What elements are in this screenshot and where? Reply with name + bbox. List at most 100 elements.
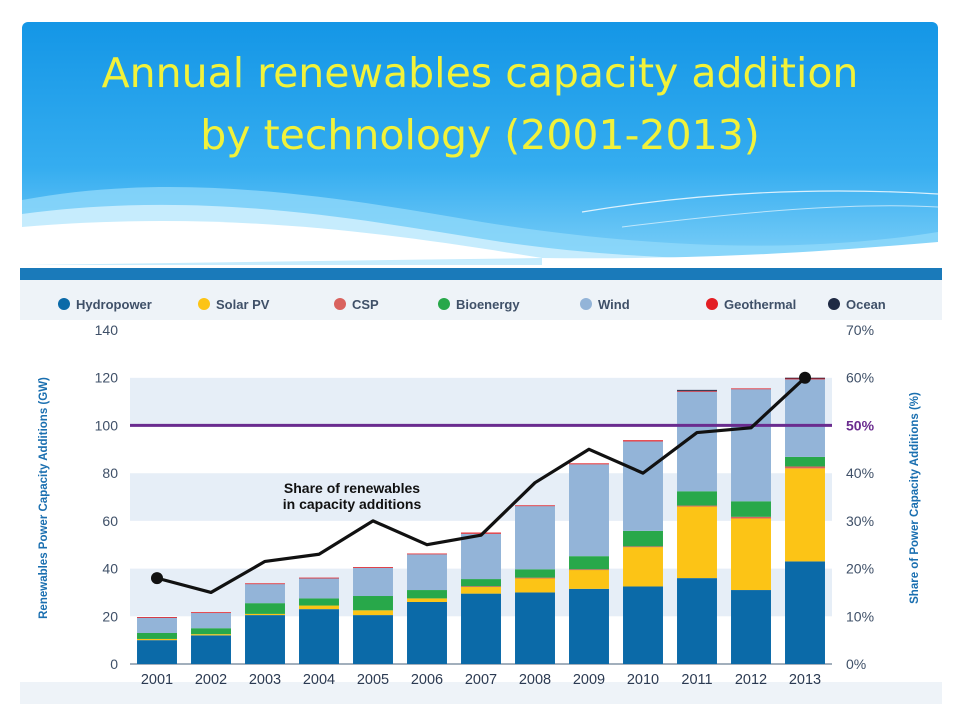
y-tick-label: 80 bbox=[102, 465, 118, 481]
bar-hydropower-2012 bbox=[731, 590, 771, 664]
legend-label-geothermal: Geothermal bbox=[724, 297, 796, 312]
bar-wind-2013 bbox=[785, 379, 825, 457]
bar-wind-2004 bbox=[299, 578, 339, 599]
bar-geothermal-2002 bbox=[191, 612, 231, 614]
bar-stacks bbox=[137, 377, 825, 664]
bar-bioenergy-2001 bbox=[137, 632, 177, 639]
y-tick-label: 0 bbox=[110, 656, 118, 672]
bar-csp-2008 bbox=[515, 577, 555, 579]
bar-hydropower-2013 bbox=[785, 561, 825, 664]
bar-solar-pv-2001 bbox=[137, 638, 177, 641]
bar-bioenergy-2007 bbox=[461, 579, 501, 587]
bar-solar-pv-2004 bbox=[299, 605, 339, 610]
annotation-line-1: Share of renewables bbox=[284, 480, 420, 496]
bar-bioenergy-2011 bbox=[677, 491, 717, 506]
bar-solar-pv-2007 bbox=[461, 586, 501, 594]
bar-hydropower-2008 bbox=[515, 592, 555, 664]
bar-solar-pv-2011 bbox=[677, 506, 717, 579]
bar-hydropower-2011 bbox=[677, 578, 717, 664]
bar-geothermal-2008 bbox=[515, 505, 555, 507]
bar-geothermal-2003 bbox=[245, 583, 285, 585]
bar-solar-pv-2010 bbox=[623, 547, 663, 587]
chart: 0 20 40 60 80 100 120 140 0% 10% 20% 30% 40% 50% 60% 7… bbox=[20, 268, 942, 704]
legend-swatch-bioenergy bbox=[438, 298, 450, 310]
y2-tick-label: 40% bbox=[846, 465, 874, 481]
x-tick-label: 2006 bbox=[411, 672, 443, 688]
y2-tick-label: 70% bbox=[846, 322, 874, 338]
legend-swatch-ocean bbox=[828, 298, 840, 310]
bar-solar-pv-2012 bbox=[731, 518, 771, 591]
bar-wind-2003 bbox=[245, 584, 285, 604]
share-point-2013 bbox=[799, 371, 811, 384]
legend-swatch-csp bbox=[334, 298, 346, 310]
y-tick-label: 20 bbox=[102, 608, 118, 624]
y-axis-ticks: 0 20 40 60 80 100 120 140 bbox=[95, 322, 119, 672]
title-banner bbox=[22, 22, 938, 265]
bar-geothermal-2004 bbox=[299, 577, 339, 579]
legend-swatch-solar-pv bbox=[198, 298, 210, 310]
bar-geothermal-2006 bbox=[407, 553, 447, 555]
legend-label-csp: CSP bbox=[352, 297, 379, 312]
bar-csp-2012 bbox=[731, 516, 771, 519]
y-tick-label: 60 bbox=[102, 513, 118, 529]
bar-bioenergy-2013 bbox=[785, 456, 825, 467]
slide-title-line-1: Annual renewables capacity addition bbox=[101, 49, 859, 97]
bar-bioenergy-2008 bbox=[515, 569, 555, 578]
bar-solar-pv-2009 bbox=[569, 569, 609, 589]
bar-wind-2012 bbox=[731, 389, 771, 502]
legend-label-hydropower: Hydropower bbox=[76, 297, 152, 312]
xaxis-background bbox=[20, 682, 942, 704]
bar-geothermal-2001 bbox=[137, 617, 177, 618]
y2-axis-ticks: 0% 10% 20% 30% 40% 50% 60% 70% bbox=[846, 322, 875, 672]
x-axis-ticks: 2001 2002 2003 2004 2005 2006 2007 2008 2009 2010… bbox=[141, 672, 821, 688]
y-tick-label: 100 bbox=[95, 417, 119, 433]
y-tick-label: 120 bbox=[95, 370, 119, 386]
bar-wind-2009 bbox=[569, 464, 609, 557]
bar-wind-2007 bbox=[461, 533, 501, 580]
legend-swatch-geothermal bbox=[706, 298, 718, 310]
share-line-markers bbox=[151, 371, 811, 585]
bar-csp-2009 bbox=[569, 569, 609, 571]
bar-wind-2008 bbox=[515, 506, 555, 570]
y2-tick-label: 30% bbox=[846, 513, 874, 529]
x-tick-label: 2003 bbox=[249, 672, 281, 688]
bar-csp-2013 bbox=[785, 466, 825, 469]
bar-solar-pv-2013 bbox=[785, 468, 825, 562]
bar-solar-pv-2008 bbox=[515, 578, 555, 593]
x-tick-label: 2010 bbox=[627, 672, 659, 688]
grid-band bbox=[130, 330, 832, 378]
x-tick-label: 2012 bbox=[735, 672, 767, 688]
bar-geothermal-2010 bbox=[623, 440, 663, 442]
bar-solar-pv-2002 bbox=[191, 634, 231, 636]
x-tick-label: 2013 bbox=[789, 672, 821, 688]
bar-hydropower-2002 bbox=[191, 635, 231, 664]
y2-tick-label: 60% bbox=[846, 370, 874, 386]
y2-tick-label: 0% bbox=[846, 656, 866, 672]
bar-hydropower-2009 bbox=[569, 588, 609, 664]
legend-swatch-hydropower bbox=[58, 298, 70, 310]
bar-bioenergy-2010 bbox=[623, 530, 663, 547]
bar-hydropower-2005 bbox=[353, 615, 393, 664]
bar-geothermal-2009 bbox=[569, 463, 609, 465]
bar-wind-2002 bbox=[191, 612, 231, 629]
grid-band bbox=[130, 425, 832, 474]
chart-top-bar bbox=[20, 268, 942, 280]
bar-bioenergy-2002 bbox=[191, 628, 231, 635]
x-tick-label: 2002 bbox=[195, 672, 227, 688]
legend-label-ocean: Ocean bbox=[846, 297, 886, 312]
legend-label-bioenergy: Bioenergy bbox=[456, 297, 520, 312]
bar-geothermal-2005 bbox=[353, 567, 393, 568]
x-tick-label: 2007 bbox=[465, 672, 497, 688]
bar-bioenergy-2004 bbox=[299, 598, 339, 606]
bar-hydropower-2004 bbox=[299, 609, 339, 664]
annotation-line-2: in capacity additions bbox=[283, 496, 422, 512]
bar-solar-pv-2003 bbox=[245, 613, 285, 616]
y2-tick-label: 10% bbox=[846, 608, 874, 624]
legend-swatch-wind bbox=[580, 298, 592, 310]
bar-solar-pv-2006 bbox=[407, 598, 447, 602]
bar-hydropower-2003 bbox=[245, 615, 285, 664]
bar-csp-2011 bbox=[677, 505, 717, 507]
x-tick-label: 2005 bbox=[357, 672, 389, 688]
x-tick-label: 2008 bbox=[519, 672, 551, 688]
slide-title: Annual renewables capacity addition by t… bbox=[22, 42, 938, 166]
